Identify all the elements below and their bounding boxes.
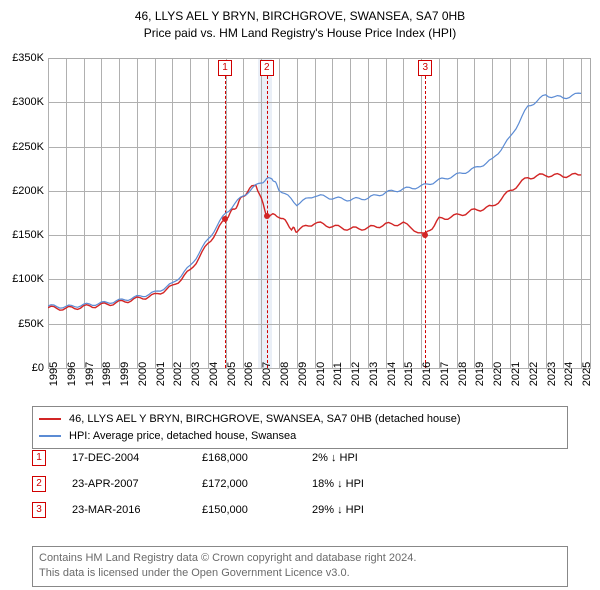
sales-date-3: 23-MAR-2016: [72, 504, 202, 516]
sales-marker-2: 2: [32, 476, 46, 492]
sales-pct-2: 18% ↓ HPI: [312, 478, 432, 490]
y-tick-label: £50K: [4, 318, 44, 330]
title-line-1: 46, LLYS AEL Y BRYN, BIRCHGROVE, SWANSEA…: [0, 8, 600, 25]
y-tick-label: £200K: [4, 185, 44, 197]
sales-suffix-2: HPI: [346, 478, 364, 490]
y-tick-label: £150K: [4, 229, 44, 241]
title-block: 46, LLYS AEL Y BRYN, BIRCHGROVE, SWANSEA…: [0, 0, 600, 42]
chart-container: 46, LLYS AEL Y BRYN, BIRCHGROVE, SWANSEA…: [0, 0, 600, 590]
y-tick-label: £300K: [4, 96, 44, 108]
legend-row-hpi: HPI: Average price, detached house, Swan…: [39, 428, 561, 445]
title-line-2: Price paid vs. HM Land Registry's House …: [0, 25, 600, 42]
legend-swatch-property: [39, 418, 61, 420]
y-tick-label: £250K: [4, 141, 44, 153]
sales-suffix-1: HPI: [340, 452, 358, 464]
sales-marker-1: 1: [32, 450, 46, 466]
sales-row-2: 2 23-APR-2007 £172,000 18% ↓ HPI: [32, 476, 432, 492]
y-tick-label: £0: [4, 362, 44, 374]
sales-suffix-3: HPI: [346, 504, 364, 516]
sales-pct-val-1: 2%: [312, 452, 328, 464]
down-arrow-icon: ↓: [337, 478, 343, 490]
legend-label-hpi: HPI: Average price, detached house, Swan…: [69, 428, 296, 445]
down-arrow-icon: ↓: [337, 504, 343, 516]
sales-date-2: 23-APR-2007: [72, 478, 202, 490]
sales-pct-val-2: 18%: [312, 478, 334, 490]
sales-date-1: 17-DEC-2004: [72, 452, 202, 464]
sales-row-3: 3 23-MAR-2016 £150,000 29% ↓ HPI: [32, 502, 432, 518]
y-tick-label: £100K: [4, 273, 44, 285]
legend-box: 46, LLYS AEL Y BRYN, BIRCHGROVE, SWANSEA…: [32, 406, 568, 449]
copyright-box: Contains HM Land Registry data © Crown c…: [32, 546, 568, 587]
sales-pct-val-3: 29%: [312, 504, 334, 516]
sales-pct-1: 2% ↓ HPI: [312, 452, 432, 464]
legend-row-property: 46, LLYS AEL Y BRYN, BIRCHGROVE, SWANSEA…: [39, 411, 561, 428]
legend-label-property: 46, LLYS AEL Y BRYN, BIRCHGROVE, SWANSEA…: [69, 411, 461, 428]
sales-price-3: £150,000: [202, 504, 312, 516]
sales-pct-3: 29% ↓ HPI: [312, 504, 432, 516]
copyright-line-1: Contains HM Land Registry data © Crown c…: [39, 551, 561, 566]
sales-price-1: £168,000: [202, 452, 312, 464]
sales-table: 1 17-DEC-2004 £168,000 2% ↓ HPI 2 23-APR…: [32, 450, 432, 528]
sales-row-1: 1 17-DEC-2004 £168,000 2% ↓ HPI: [32, 450, 432, 466]
legend-swatch-hpi: [39, 435, 61, 437]
sales-price-2: £172,000: [202, 478, 312, 490]
sales-marker-3: 3: [32, 502, 46, 518]
copyright-line-2: This data is licensed under the Open Gov…: [39, 566, 561, 581]
chart-plot-area: [48, 58, 591, 369]
down-arrow-icon: ↓: [331, 452, 337, 464]
y-tick-label: £350K: [4, 52, 44, 64]
